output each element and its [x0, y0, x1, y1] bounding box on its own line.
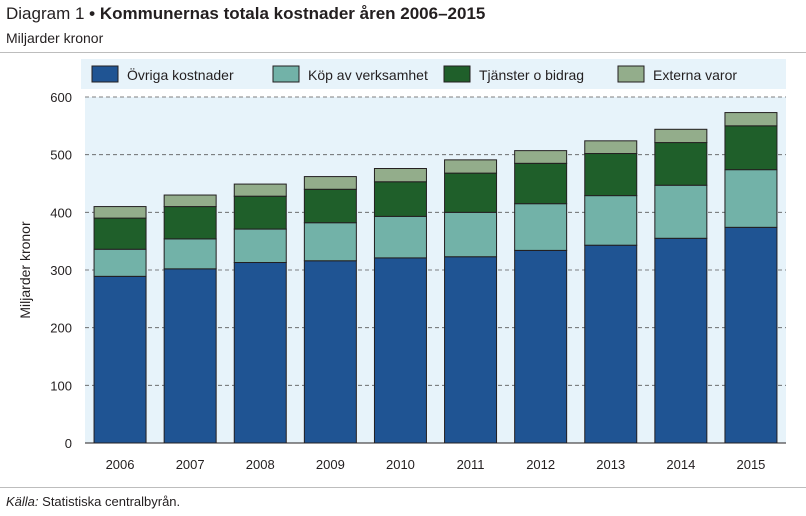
legend-label: Externa varor	[653, 67, 737, 83]
source-text: Statistiska centralbyrån.	[38, 494, 181, 509]
bar-segment	[514, 162, 568, 205]
x-tick-label: 2012	[526, 457, 555, 472]
y-tick-label: 300	[50, 263, 72, 278]
bar-segment	[444, 211, 498, 258]
legend-label: Köp av verksamhet	[308, 67, 428, 83]
chart-title: Diagram 1 • Kommunernas totala kostnader…	[6, 4, 485, 24]
y-tick-label: 0	[65, 436, 72, 451]
bar-segment	[444, 256, 498, 444]
top-divider	[0, 52, 806, 53]
bar-segment	[444, 159, 498, 174]
y-axis-label: Miljarder kronor	[17, 221, 33, 319]
bar-segment	[303, 176, 357, 190]
legend-swatch	[272, 65, 300, 83]
legend-label: Tjänster o bidrag	[479, 67, 584, 83]
bar-segment	[233, 195, 287, 230]
bar-segment	[93, 275, 147, 444]
x-axis-ticks: 2006 2007 2008 2009 2010 2011 2012 2013 2014 2015	[106, 457, 766, 472]
y-axis-ticks: 0 100 200 300 400 500 600	[50, 90, 72, 451]
x-tick-label: 2007	[176, 457, 205, 472]
bar-segment	[93, 206, 147, 219]
bar-segment	[163, 238, 217, 270]
bar-segment	[514, 150, 568, 164]
legend-box	[81, 59, 786, 89]
chart-canvas: Övriga kostnader Köp av verksamhet Tjänste…	[17, 59, 786, 472]
title-prefix: Diagram 1	[6, 4, 85, 23]
bar-segment	[584, 195, 638, 246]
title-bullet: •	[89, 4, 96, 23]
bars	[93, 112, 778, 444]
legend-label: Övriga kostnader	[127, 66, 234, 83]
bar-segment	[584, 153, 638, 197]
bar-segment	[303, 188, 357, 224]
chart-subtitle: Miljarder kronor	[6, 30, 104, 46]
bottom-divider	[0, 487, 806, 488]
legend: Övriga kostnader Köp av verksamhet Tjänste…	[91, 65, 737, 83]
x-tick-label: 2010	[386, 457, 415, 472]
y-tick-label: 600	[50, 90, 72, 105]
y-tick-label: 200	[50, 321, 72, 336]
bar-segment	[303, 260, 357, 444]
bar-segment	[724, 226, 778, 444]
bar-segment	[654, 237, 708, 444]
bar-segment	[724, 169, 778, 228]
source-note: Källa: Statistiska centralbyrån.	[6, 494, 180, 509]
x-tick-label: 2013	[596, 457, 625, 472]
y-tick-label: 400	[50, 205, 72, 220]
legend-swatch	[617, 65, 645, 83]
x-tick-label: 2014	[666, 457, 695, 472]
bar-segment	[654, 142, 708, 186]
source-label: Källa:	[6, 494, 39, 509]
bar-segment	[303, 222, 357, 262]
bar-segment	[654, 184, 708, 239]
bar-segment	[373, 215, 427, 259]
bar-segment	[514, 203, 568, 251]
y-tick-label: 100	[50, 378, 72, 393]
bar-segment	[654, 128, 708, 144]
bar-segment	[233, 183, 287, 197]
bar-segment	[373, 181, 427, 217]
y-tick-label: 500	[50, 148, 72, 163]
bar-segment	[163, 194, 217, 208]
x-tick-label: 2006	[106, 457, 135, 472]
bar-segment	[163, 268, 217, 444]
bar-segment	[514, 249, 568, 444]
bar-segment	[93, 248, 147, 277]
legend-swatch	[443, 65, 471, 83]
bar-segment	[373, 257, 427, 444]
bar-segment	[93, 217, 147, 250]
x-tick-label: 2008	[246, 457, 275, 472]
x-tick-label: 2009	[316, 457, 345, 472]
bar-segment	[724, 112, 778, 127]
x-tick-label: 2011	[457, 457, 485, 472]
bar-segment	[444, 172, 498, 213]
bar-segment	[724, 125, 778, 171]
bar-segment	[233, 228, 287, 264]
bar-segment	[584, 244, 638, 444]
bar-segment	[584, 140, 638, 155]
bar-segment	[373, 168, 427, 183]
legend-swatch	[91, 65, 119, 83]
bar-segment	[233, 262, 287, 444]
bar-segment	[163, 206, 217, 240]
title-main: Kommunernas totala kostnader åren 2006–2…	[99, 4, 486, 23]
x-tick-label: 2015	[736, 457, 765, 472]
